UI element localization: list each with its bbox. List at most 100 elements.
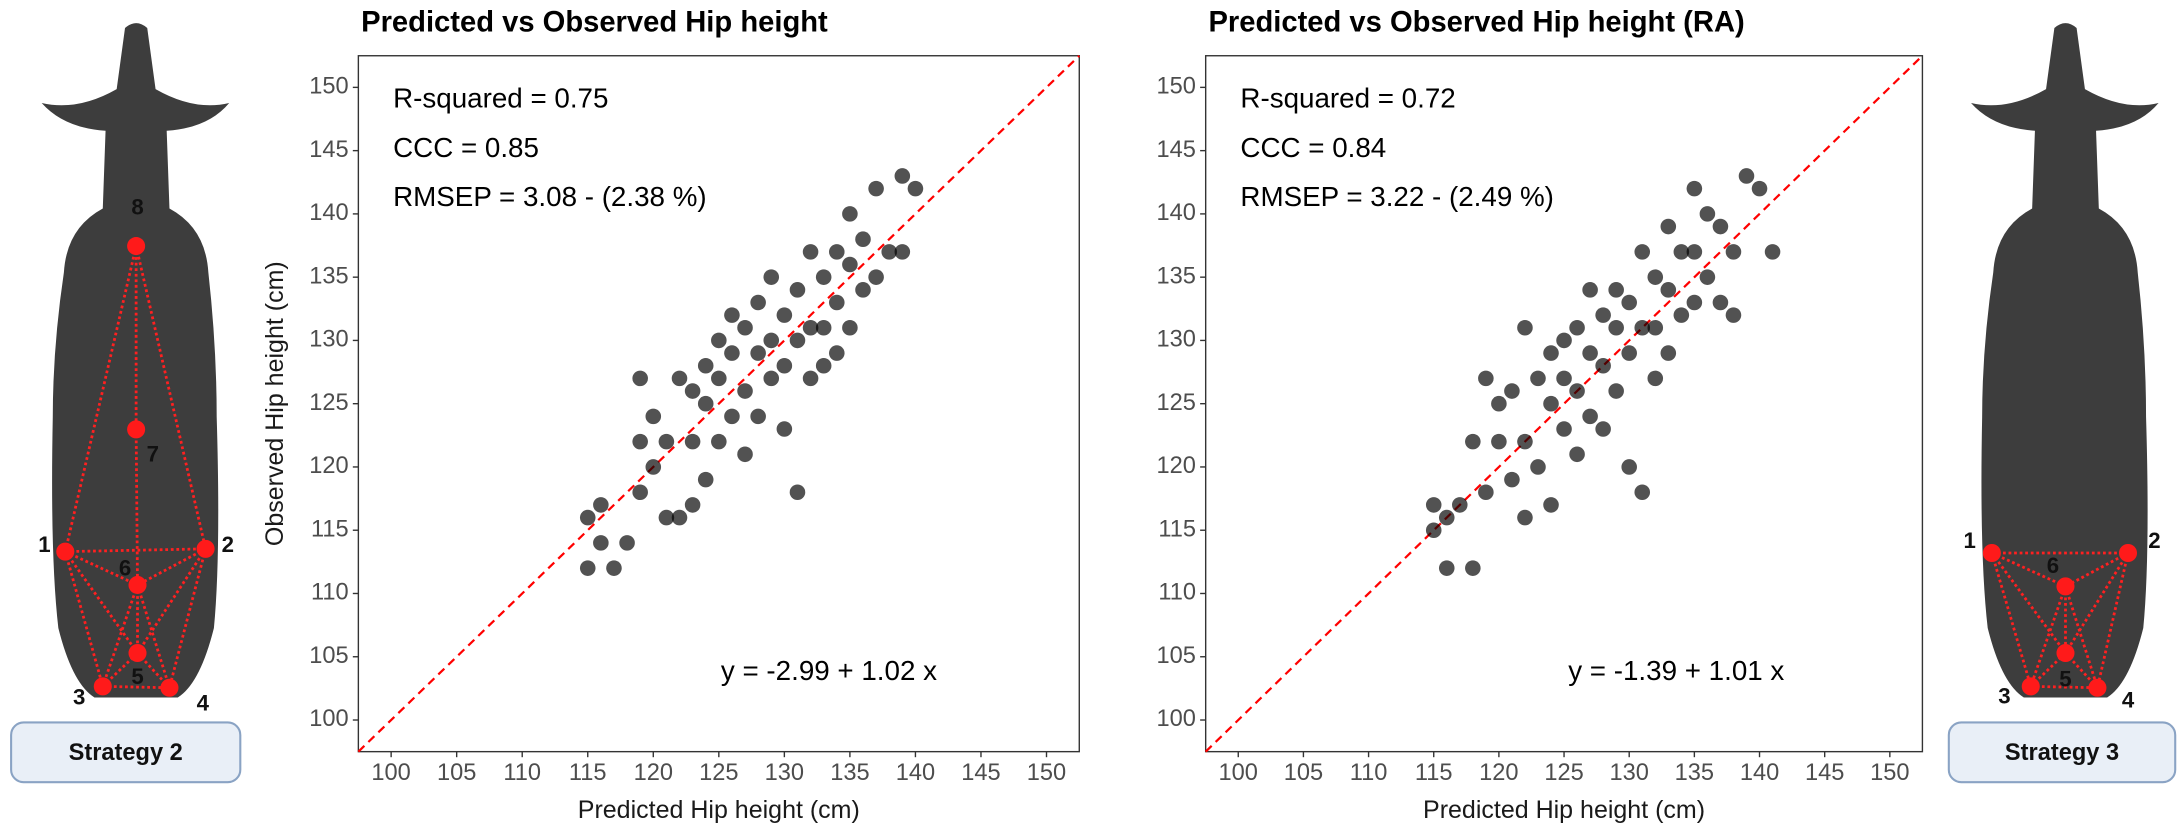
data-point [1425, 497, 1442, 513]
data-point [1686, 180, 1703, 197]
data-point [1725, 307, 1742, 323]
x-tick-label: 130 [1610, 760, 1649, 786]
data-point [1569, 383, 1585, 399]
x-tick-label: 130 [765, 760, 804, 786]
keypoint [128, 643, 147, 663]
x-tick-label: 140 [1740, 760, 1779, 786]
y-tick-label: 145 [1157, 137, 1196, 163]
data-point [579, 509, 596, 526]
x-tick-label: 100 [1219, 760, 1258, 786]
strategy-box [10, 721, 242, 784]
data-point [1686, 294, 1703, 311]
data-point [802, 319, 819, 336]
data-point [1647, 269, 1664, 285]
data-point [697, 357, 714, 374]
y-tick-label: 120 [1157, 453, 1196, 479]
x-tick-label: 150 [1870, 760, 1909, 786]
keypoint-link [168, 548, 207, 689]
x-tick-label: 150 [1027, 760, 1066, 786]
data-point [684, 497, 701, 513]
x-tick-label: 105 [437, 760, 476, 786]
keypoint-label: 6 [119, 556, 131, 581]
data-point [907, 180, 924, 197]
data-point [737, 383, 753, 399]
keypoint [2088, 678, 2107, 697]
data-point [1517, 319, 1533, 336]
y-tick-label: 115 [1158, 516, 1196, 542]
keypoint-link [2029, 585, 2067, 687]
y-tick-label: 140 [1157, 200, 1196, 226]
data-point [632, 484, 648, 501]
x-tick-label: 100 [371, 760, 410, 786]
data-point [815, 357, 832, 374]
data-point [842, 319, 858, 336]
data-point [1543, 497, 1559, 513]
data-point [1504, 383, 1520, 399]
keypoint-label: 3 [1998, 683, 2010, 708]
x-tick-label: 135 [1675, 760, 1714, 786]
data-point [776, 421, 793, 437]
data-point [1608, 282, 1624, 298]
keypoint-label: 5 [131, 664, 143, 689]
data-point [802, 244, 819, 260]
data-point [1556, 421, 1572, 437]
y-tick-label: 105 [1157, 643, 1196, 669]
keypoint-link [1991, 551, 2067, 588]
data-point [697, 395, 714, 412]
data-point [737, 446, 753, 463]
data-point [1582, 282, 1598, 298]
stat-annotation: R-squared = 0.72 [1240, 83, 1455, 114]
data-point [750, 408, 766, 425]
x-tick-label: 115 [569, 760, 607, 786]
data-point [645, 408, 662, 425]
keypoint [127, 420, 146, 439]
data-point [829, 244, 845, 260]
data-point [1556, 370, 1572, 387]
keypoint-link [136, 584, 171, 689]
data-point [815, 319, 832, 336]
keypoint-link [65, 547, 206, 554]
data-point [1595, 421, 1611, 437]
keypoint [127, 237, 146, 256]
keypoint [2056, 577, 2075, 596]
stat-annotation: CCC = 0.84 [1240, 132, 1386, 163]
x-tick-label: 145 [1805, 760, 1844, 786]
stat-annotation: RMSEP = 3.08 - (2.38 %) [393, 181, 707, 212]
data-point [1465, 560, 1481, 576]
data-point [1725, 244, 1742, 260]
x-tick-label: 135 [830, 760, 869, 786]
y-tick-label: 105 [309, 643, 348, 669]
keypoint [93, 677, 112, 696]
keypoint-label: 7 [147, 442, 159, 467]
keypoint-label: 6 [2047, 553, 2059, 578]
keypoint [2056, 643, 2075, 663]
data-point [829, 294, 845, 311]
x-tick-label: 120 [1479, 760, 1518, 786]
data-point [658, 509, 675, 526]
keypoint-link [63, 245, 138, 552]
y-tick-label: 140 [309, 200, 348, 226]
data-point [1712, 294, 1729, 311]
data-point [1425, 522, 1442, 538]
keypoint-link [64, 550, 139, 587]
keypoint-link [136, 548, 207, 654]
cow-silhouette [1971, 23, 2159, 698]
x-tick-label: 125 [1544, 760, 1583, 786]
y-tick-label: 130 [1157, 327, 1196, 353]
keypoint-label: 8 [131, 194, 143, 219]
data-point [1530, 459, 1546, 475]
data-point [1452, 497, 1468, 513]
y-tick-label: 145 [309, 137, 348, 163]
keypoint [2021, 677, 2040, 696]
data-point [1634, 484, 1651, 501]
keypoint-link [134, 245, 207, 550]
y-axis-label: Observed Hip height (cm) [261, 261, 289, 546]
data-point [1608, 319, 1624, 336]
keypoint-link [102, 684, 170, 690]
keypoint-link [64, 550, 139, 654]
data-point [1556, 332, 1572, 349]
keypoint-link [2096, 552, 2130, 689]
x-axis-label: Predicted Hip height (cm) [1423, 796, 1705, 824]
data-point [1660, 345, 1677, 361]
keypoint [56, 542, 75, 561]
